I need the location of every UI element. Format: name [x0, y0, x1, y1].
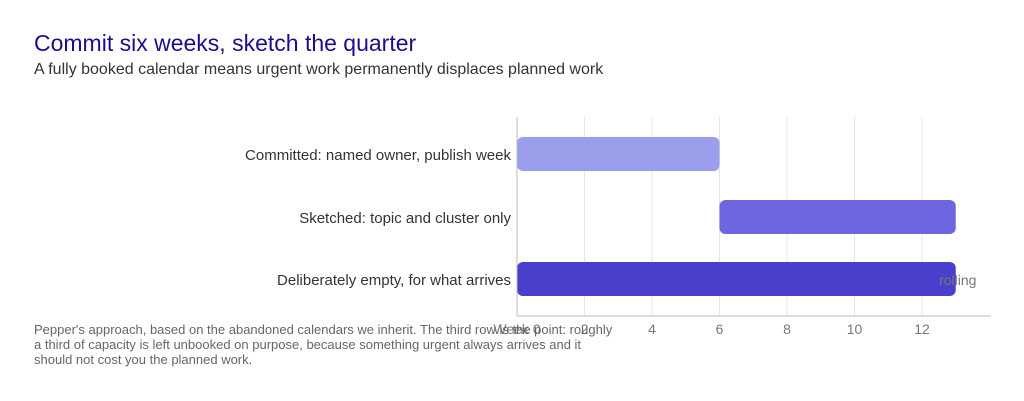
- x-tick-label-4: 4: [648, 321, 656, 337]
- bar-data-label-2: rolling: [939, 272, 976, 288]
- x-tick-label-0: Week 0: [493, 321, 540, 337]
- bar-1: [719, 200, 956, 234]
- x-tick-label-2: 2: [581, 321, 589, 337]
- x-tick-label-6: 6: [716, 321, 724, 337]
- chart-footnote: Pepper's approach, based on the abandone…: [34, 322, 613, 367]
- category-label-1: Sketched: topic and cluster only: [299, 210, 511, 227]
- bar-0: [517, 137, 720, 171]
- bar-2: [517, 262, 956, 296]
- x-tick-label-10: 10: [847, 321, 863, 337]
- x-tick-label-8: 8: [783, 321, 791, 337]
- chart-subtitle: A fully booked calendar means urgent wor…: [34, 61, 604, 78]
- category-label-0: Committed: named owner, publish week: [245, 147, 511, 164]
- category-label-2: Deliberately empty, for what arrives: [277, 272, 511, 289]
- x-tick-label-12: 12: [914, 321, 930, 337]
- chart-title: Commit six weeks, sketch the quarter: [34, 30, 417, 56]
